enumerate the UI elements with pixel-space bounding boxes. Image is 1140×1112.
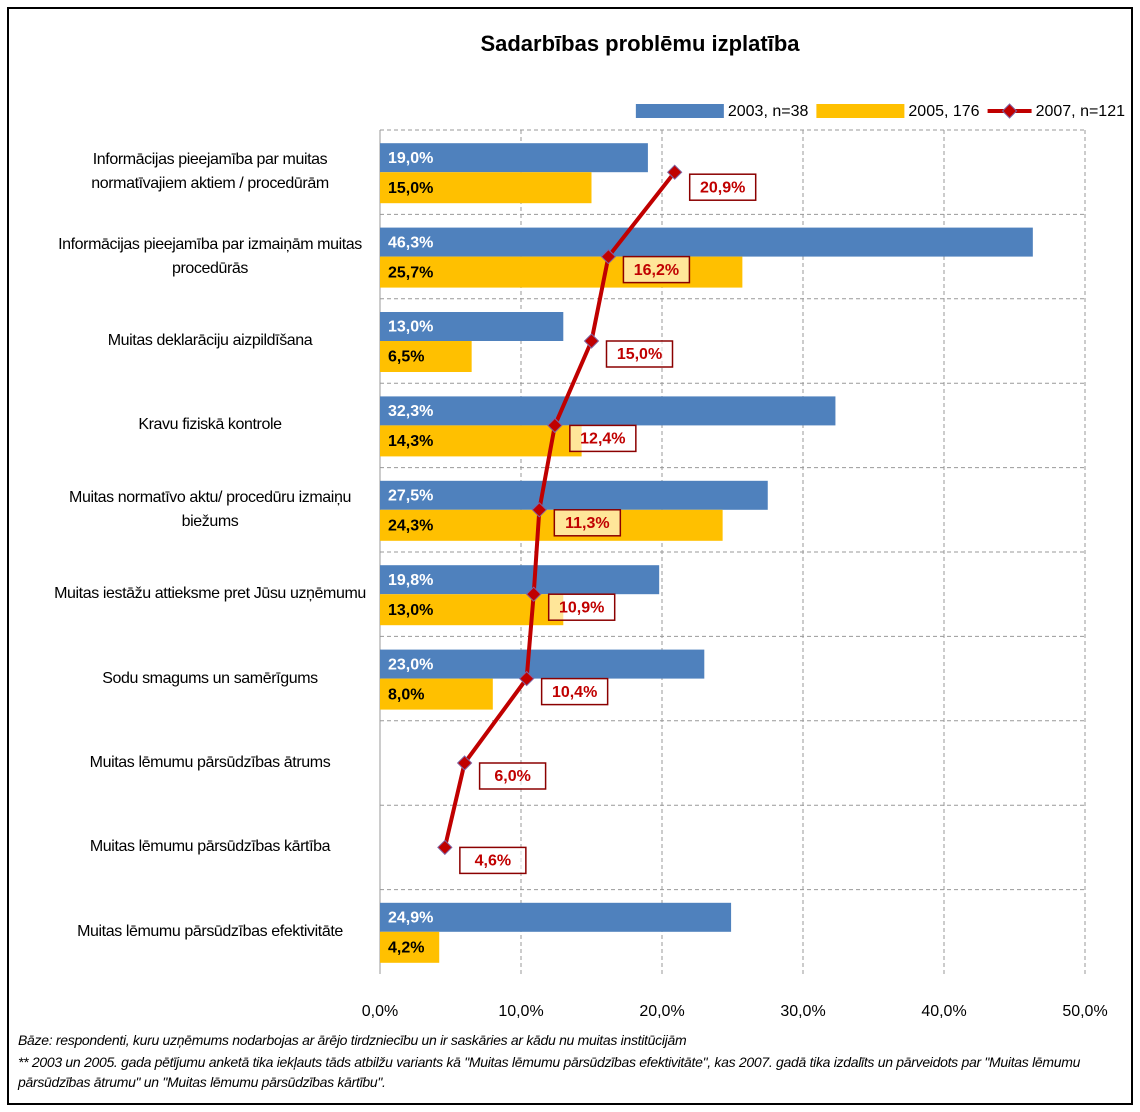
data-label: 15,0% (388, 180, 433, 197)
data-label-box (569, 424, 637, 453)
marker (600, 248, 617, 265)
data-label: 6,5% (388, 349, 424, 366)
marker (666, 164, 683, 180)
data-label: 32,3% (388, 403, 433, 420)
marker (518, 670, 535, 687)
note: ** 2003 un 2005. gada pētījumu anketā ti… (18, 1054, 1081, 1090)
y-tick-label: Muitas iestāžu attieksme pret Jūsu uzņēm… (54, 585, 366, 603)
bar (380, 678, 493, 710)
x-tick-label: 20,0% (639, 1003, 684, 1020)
legend-swatch (816, 104, 905, 118)
y-tick-label: Sodu smagums un samērīgums (102, 669, 318, 687)
legend-label: 2003, n=38 (728, 103, 809, 120)
data-label: 15,0% (617, 346, 662, 363)
data-label: 23,0% (388, 656, 433, 673)
data-label: 16,2% (634, 262, 679, 279)
bar (380, 480, 768, 510)
data-label: 10,9% (559, 599, 604, 616)
bar (380, 143, 648, 173)
data-label-box (553, 509, 622, 537)
bar (380, 396, 836, 426)
data-label-box (622, 255, 691, 284)
y-tick-label: Informācijas pieejamība par izmaiņām mui… (58, 235, 362, 277)
marker (583, 333, 600, 349)
y-tick-label: Muitas lēmumu pārsūdzības kārtība (89, 838, 331, 856)
data-label: 4,2% (388, 940, 424, 957)
marker (437, 839, 453, 856)
y-tick-label: Muitas lēmumu pārsūdzības ātrums (89, 754, 331, 771)
data-label: 27,5% (388, 488, 433, 505)
marker (525, 586, 542, 602)
bar (380, 565, 660, 595)
note: Bāze: respondenti, kuru uzņēmums nodarbo… (18, 1032, 687, 1048)
y-tick-label: Muitas deklarāciju aizpildīšana (107, 332, 313, 349)
data-label: 13,0% (388, 319, 433, 336)
legend-marker (1001, 103, 1018, 119)
bar (380, 341, 472, 372)
y-tick-label: Muitas lēmumu pārsūdzības efektivitāte (77, 922, 343, 940)
data-label: 14,3% (388, 433, 433, 450)
chart-title: Sadarbības problēmu izplatība (480, 31, 800, 56)
marker (531, 502, 548, 518)
marker (547, 417, 563, 434)
x-tick-label: 40,0% (921, 1003, 966, 1020)
data-label: 12,4% (580, 431, 625, 448)
data-label-box (547, 593, 616, 621)
x-tick-label: 0,0% (362, 1003, 398, 1020)
data-label: 4,6% (475, 853, 511, 870)
legend-swatch (635, 104, 724, 118)
data-label: 19,8% (388, 572, 433, 589)
data-label-box (688, 173, 757, 201)
y-tick-label: Informācijas pieejamība par muitas norma… (91, 151, 329, 193)
data-label: 24,9% (388, 910, 433, 927)
data-label-box (478, 762, 547, 790)
data-label: 10,4% (552, 684, 597, 701)
bar (380, 931, 440, 963)
x-tick-label: 30,0% (780, 1003, 825, 1020)
data-label: 11,3% (565, 515, 609, 532)
data-label: 6,0% (494, 768, 530, 785)
bar (380, 312, 564, 341)
legend-label: 2007, n=121 (1036, 103, 1126, 120)
data-label: 46,3% (388, 234, 433, 251)
y-tick-label: Muitas normatīvo aktu/ procedūru izmaiņu… (69, 488, 351, 530)
bar (380, 172, 592, 204)
legend-label: 2005, 176 (908, 103, 979, 120)
x-tick-label: 50,0% (1062, 1003, 1107, 1020)
bar (380, 227, 1033, 257)
data-label: 24,3% (388, 518, 433, 535)
data-label-box (459, 846, 527, 875)
y-tick-label: Kravu fiziskā kontrole (138, 416, 282, 434)
bar (380, 902, 732, 932)
x-tick-label: 10,0% (498, 1003, 543, 1020)
data-label-box (540, 677, 609, 706)
data-label: 8,0% (388, 686, 424, 703)
data-label: 19,0% (388, 150, 433, 167)
bar (380, 649, 705, 679)
bar (380, 425, 582, 457)
data-label: 20,9% (700, 179, 745, 196)
bar (380, 509, 723, 541)
data-label: 13,0% (388, 602, 433, 619)
data-label: 25,7% (388, 264, 433, 281)
data-label-box (605, 340, 674, 368)
marker (456, 755, 473, 771)
